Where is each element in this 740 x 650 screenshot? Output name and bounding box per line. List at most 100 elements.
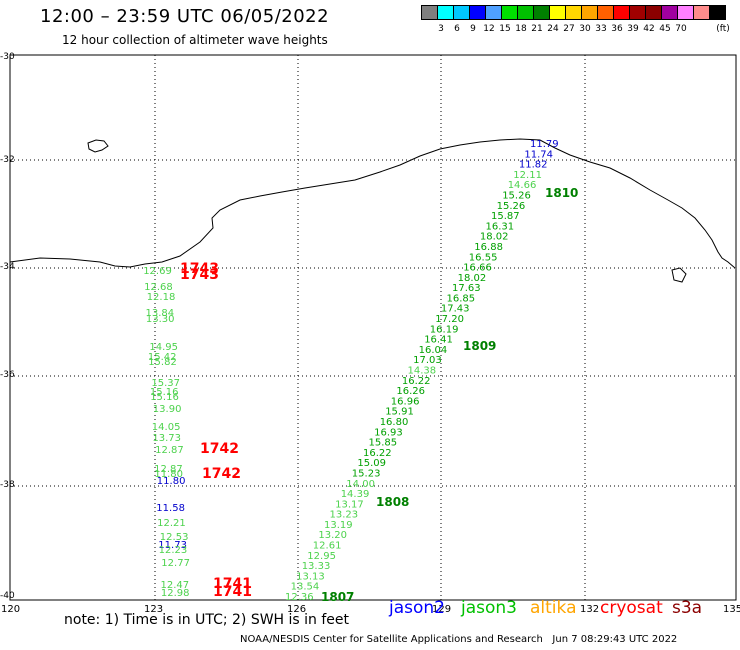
swh-label: 13.17 (335, 499, 364, 510)
scale-label: 45 (659, 24, 671, 34)
swh-label: 11.58 (156, 503, 185, 514)
map-title: 12:00 – 23:59 UTC 06/05/2022 (40, 6, 330, 27)
swh-label: 12.61 (313, 541, 342, 552)
track-time-label: 1743 (180, 261, 219, 277)
swh-label: 12.53 (160, 532, 189, 543)
swh-label: 17.43 (441, 304, 470, 315)
swh-label: 17.03 (413, 355, 442, 366)
swh-label: 12.87 (154, 464, 183, 475)
legend-cryosat: cryosat (600, 598, 663, 618)
scale-label: 12 (483, 24, 495, 34)
scale-label: 9 (470, 24, 476, 34)
swh-label: 18.02 (458, 273, 487, 284)
swh-label: 17.20 (435, 314, 464, 325)
swh-label: 14.38 (408, 366, 437, 377)
lon-label: 123 (144, 604, 164, 615)
swh-label: 15.26 (497, 201, 526, 212)
scale-label: 21 (531, 24, 543, 34)
swh-label: 14.39 (341, 489, 370, 500)
swh-label: 15.23 (352, 469, 381, 480)
scale-swatch (709, 5, 726, 20)
swh-label: 12.47 (161, 580, 190, 591)
swh-label: 13.84 (146, 308, 175, 319)
swh-label: 13.54 (291, 582, 320, 593)
swh-label: 12.36 (285, 592, 314, 603)
scale-label: 6 (454, 24, 460, 34)
swh-label: 11.79 (530, 139, 559, 150)
swh-label: 15.26 (502, 191, 531, 202)
track-time-label: 1807 (321, 590, 354, 604)
swh-label: 13.23 (330, 510, 359, 521)
scale-label: 24 (547, 24, 559, 34)
swh-label: 13.20 (318, 530, 347, 541)
footer-timestamp: Jun 7 08:29:43 UTC 2022 (552, 634, 678, 645)
swh-label: 13.19 (324, 520, 353, 531)
swh-label: 11.80 (154, 469, 183, 480)
scale-label: 42 (643, 24, 655, 34)
swh-label: 12.11 (513, 170, 542, 181)
lon-label: 132 (580, 604, 600, 615)
lat-label: -34 (0, 262, 15, 272)
swh-label: 16.88 (474, 242, 503, 253)
track-time-label: 1742 (200, 441, 239, 457)
swh-label: 11.73 (158, 540, 187, 551)
legend-note: note: 1) Time is in UTC; 2) SWH is in fe… (64, 612, 350, 628)
swh-label: 15.85 (369, 438, 398, 449)
scale-label: 30 (579, 24, 591, 34)
lon-label: 129 (432, 604, 452, 615)
swh-label: 15.16 (150, 392, 179, 403)
swh-label: 12.87 (155, 445, 184, 456)
lat-label: -40 (0, 591, 15, 601)
swh-label: 14.66 (508, 180, 537, 191)
scale-label: 33 (595, 24, 607, 34)
swh-label: 15.82 (148, 357, 177, 368)
swh-label: 15.37 (151, 378, 180, 389)
swh-label: 12.23 (159, 545, 188, 556)
track-time-label: 1809 (463, 339, 496, 353)
swh-label: 16.93 (374, 427, 403, 438)
footer-credit: NOAA/NESDIS Center for Satellite Applica… (240, 634, 677, 645)
scale-label: 3 (438, 24, 444, 34)
lat-label: -38 (0, 480, 15, 490)
swh-label: 13.30 (146, 314, 175, 325)
swh-label: 15.91 (385, 407, 414, 418)
legend-jason3: jason3 (461, 598, 517, 618)
swh-label: 12.21 (157, 518, 186, 529)
swh-label: 11.82 (519, 160, 548, 171)
swh-label: 14.00 (346, 479, 375, 490)
swh-label: 17.63 (452, 283, 481, 294)
track-time-label: 1808 (376, 495, 409, 509)
island-outline (87, 139, 109, 153)
scale-label: 27 (563, 24, 575, 34)
graticule (10, 55, 736, 600)
swh-label: 13.73 (152, 433, 181, 444)
swh-label: 13.33 (302, 561, 331, 572)
lon-label: 120 (1, 604, 21, 615)
legend-altika: altika (530, 598, 577, 618)
track-time-label: 1810 (545, 186, 578, 200)
swh-label: 16.96 (391, 396, 420, 407)
swh-label: 13.90 (153, 404, 182, 415)
legend-jason2: jason2 (389, 598, 445, 618)
swh-label: 13.13 (296, 571, 325, 582)
lon-label: 126 (287, 604, 307, 615)
swh-label: 16.41 (424, 335, 453, 346)
swh-label: 16.55 (469, 252, 498, 263)
coastline (9, 138, 736, 269)
swh-label: 16.04 (419, 345, 448, 356)
swh-label: 16.80 (380, 417, 409, 428)
track-time-label: 1743 (180, 267, 219, 283)
swh-label: 14.95 (149, 342, 178, 353)
map-frame (9, 54, 737, 601)
scale-label: 18 (515, 24, 527, 34)
island-outline (671, 267, 687, 283)
swh-label: 18.02 (480, 232, 509, 243)
swh-label: 11.80 (157, 476, 186, 487)
swh-label: 12.98 (161, 588, 190, 599)
track-time-label: 1741 (213, 576, 252, 592)
track-time-label: 1742 (202, 466, 241, 482)
lat-label: -32 (0, 155, 15, 165)
swh-label: 16.85 (447, 293, 476, 304)
